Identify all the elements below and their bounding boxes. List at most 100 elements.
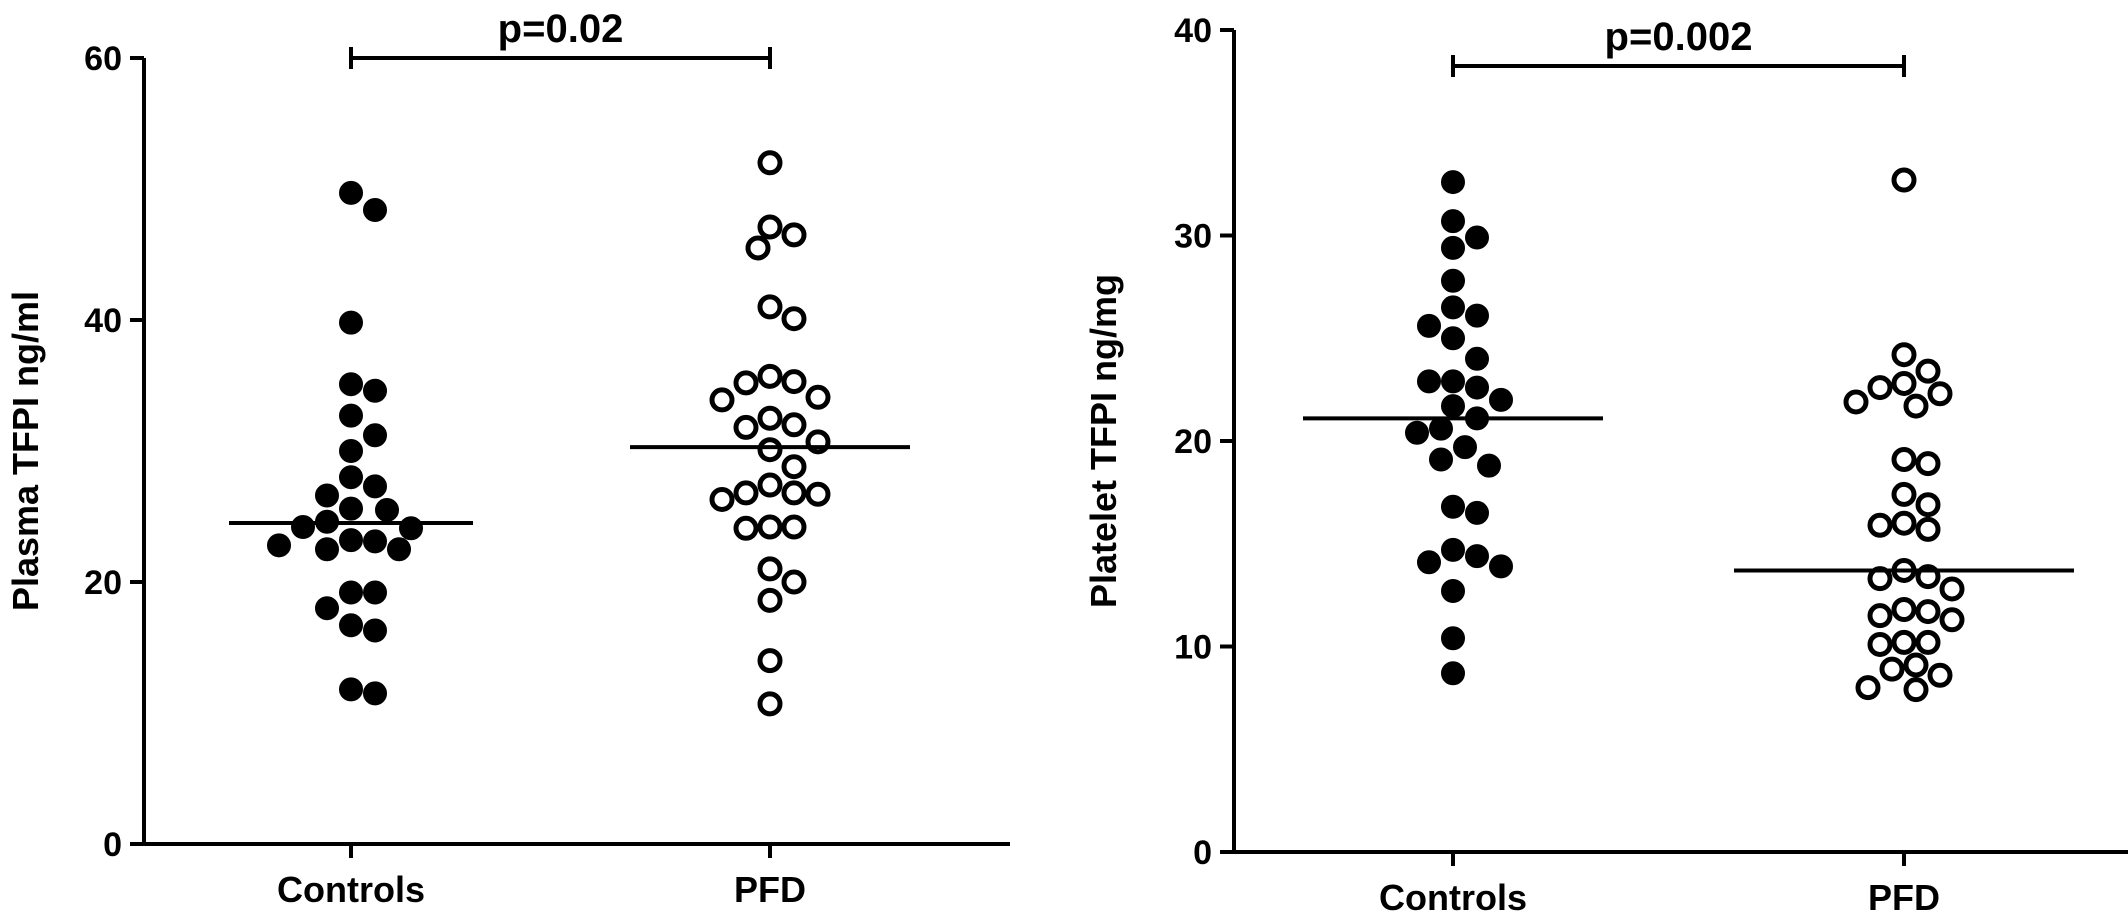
data-point [339,310,363,335]
data-point [757,514,783,540]
y-axis-title: Platelet TFPI ng/mg [1083,274,1124,608]
data-point [1441,170,1465,195]
data-point [1915,516,1941,542]
data-point [1417,550,1441,575]
y-tick-label: 30 [1174,218,1212,256]
data-point [781,412,807,438]
data-point [1939,576,1965,602]
data-point [1891,481,1917,507]
data-point [1465,225,1489,250]
x-category-label: Controls [1379,877,1527,918]
data-point [781,569,807,595]
x-category-label: PFD [1868,877,1940,918]
data-point [1465,303,1489,328]
data-point [339,180,363,205]
plasma-tfpi-panel: 0 20 40 60 Controls PFD Plasma TFPI ng/ml p=0.0… [5,7,1010,910]
data-point [757,691,783,717]
data-point [1915,492,1941,518]
data-point [363,618,387,643]
data-point [757,437,783,463]
data-point [387,537,411,562]
data-point [781,454,807,480]
data-point [363,580,387,605]
series-controls [1303,170,1603,686]
data-point [1891,167,1917,193]
data-point [1465,375,1489,400]
y-tick-label: 40 [84,302,122,340]
data-point [339,496,363,521]
data-point [757,648,783,674]
data-point [339,403,363,428]
data-point [757,150,783,176]
y-tick-label: 20 [1174,423,1212,461]
data-point [315,483,339,508]
platelet-tfpi-panel: 0 10 20 30 40 Controls PFD Platelet TFPI ng/mg p… [1083,12,2128,918]
data-point [781,480,807,506]
p-value-label: p=0.002 [1605,15,1753,59]
series-pfd [1734,167,2074,703]
data-point [1927,381,1953,407]
data-point [363,423,387,448]
data-point [1441,537,1465,562]
data-point [781,369,807,395]
data-point [363,529,387,554]
data-point [1939,607,1965,633]
data-point [339,613,363,638]
x-category-label: PFD [734,869,806,910]
data-point [1903,677,1929,703]
data-point [1417,369,1441,394]
data-point [363,197,387,222]
data-point [339,580,363,605]
data-point [805,384,831,410]
y-tick-label: 10 [1174,629,1212,667]
data-point [339,372,363,397]
data-point [1891,597,1917,623]
data-point [339,677,363,702]
data-point [1843,389,1869,415]
data-point [757,472,783,498]
data-point [1903,652,1929,678]
data-point [267,533,291,558]
data-point [745,235,771,261]
data-point [1891,446,1917,472]
data-point [733,515,759,541]
data-point [339,439,363,463]
data-point [1915,629,1941,655]
data-point [1867,631,1893,657]
data-point [1405,420,1429,445]
data-point [1441,209,1465,234]
y-tick-label: 0 [1193,834,1212,872]
y-axis-title: Plasma TFPI ng/ml [5,291,46,611]
y-tick-label: 20 [84,564,122,602]
data-point [1915,358,1941,384]
data-point [1465,346,1489,371]
data-point [757,214,783,240]
data-point [733,480,759,506]
data-point [1429,447,1453,472]
data-point [1465,544,1489,569]
data-point [757,405,783,431]
data-point [375,497,399,522]
data-point [733,370,759,396]
data-point [1867,375,1893,401]
data-point [1927,662,1953,688]
data-point [1867,512,1893,538]
y-tick-label: 60 [84,40,122,78]
data-point [781,514,807,540]
data-point [1417,313,1441,338]
data-point [1441,394,1465,419]
data-point [1891,370,1917,396]
data-point [1441,268,1465,293]
data-point [1477,453,1501,478]
data-point [291,514,315,539]
data-point [709,486,735,512]
data-point [733,414,759,440]
data-point [339,465,363,490]
data-point [363,474,387,499]
data-point [315,596,339,621]
x-category-label: Controls [277,869,425,910]
y-tick-label: 40 [1174,12,1212,50]
data-point [1441,369,1465,394]
data-point [363,378,387,403]
